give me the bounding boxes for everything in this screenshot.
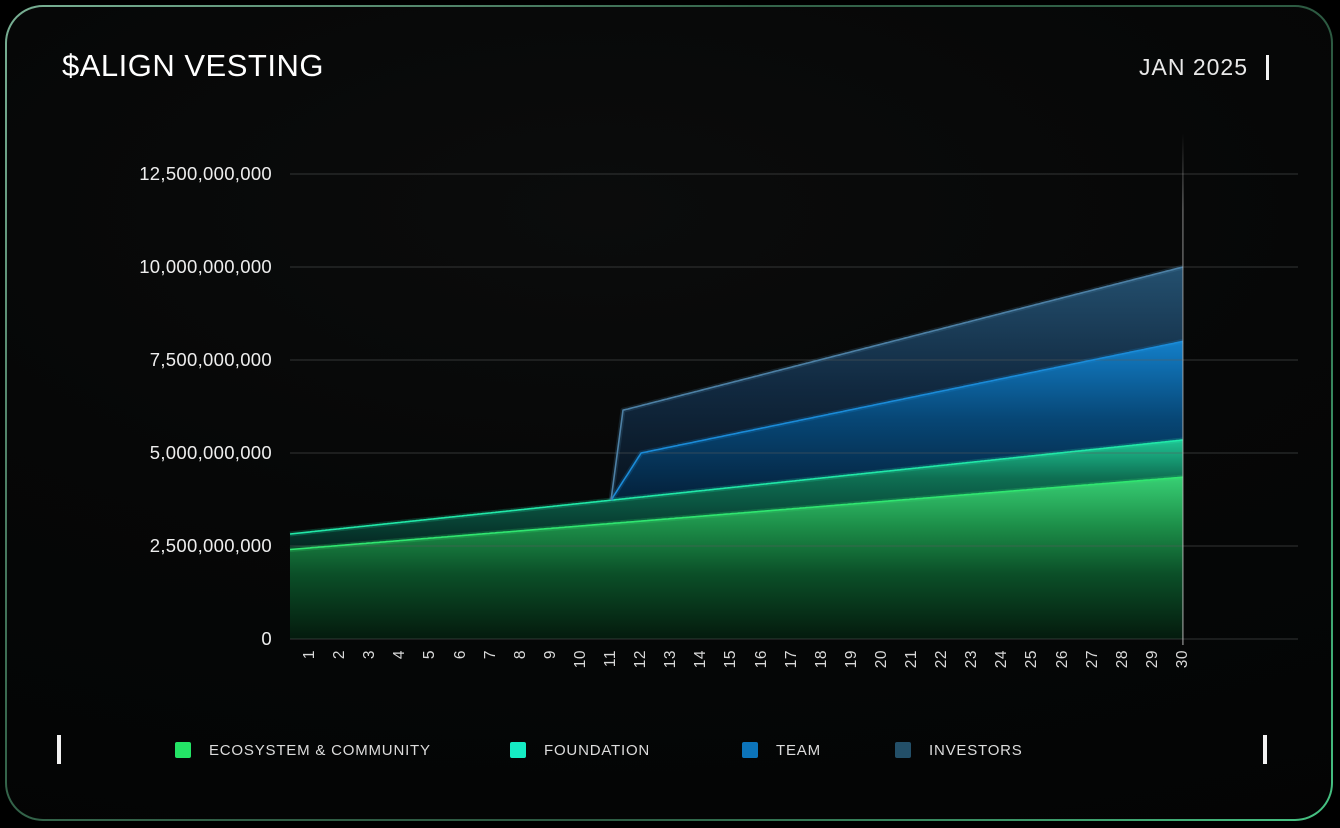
y-axis-label: 0 <box>261 628 272 649</box>
legend-item: INVESTORS <box>895 741 1023 759</box>
y-axis-label: 7,500,000,000 <box>149 349 272 370</box>
x-axis-tick-label: 20 <box>872 650 890 669</box>
x-axis-tick-label: 28 <box>1113 650 1131 669</box>
x-axis-tick-label: 25 <box>1023 650 1041 669</box>
x-axis-tick-label: 21 <box>903 650 920 669</box>
x-axis-tick-label: 5 <box>421 650 439 660</box>
x-axis-tick-label: 12 <box>632 650 650 669</box>
x-axis-tick-label: 10 <box>571 650 589 669</box>
x-axis-tick-label: 17 <box>782 650 800 669</box>
x-axis-tick-label: 8 <box>511 650 529 660</box>
y-axis-label: 2,500,000,000 <box>149 535 272 556</box>
y-axis-label: 10,000,000,000 <box>139 256 272 277</box>
x-axis-tick-label: 14 <box>692 650 710 669</box>
x-axis-tick-label: 26 <box>1053 650 1071 669</box>
x-axis-tick-label: 11 <box>602 650 619 668</box>
x-axis-tick-label: 6 <box>451 650 469 660</box>
legend-item: TEAM <box>742 741 821 759</box>
y-axis-label: 5,000,000,000 <box>149 442 272 463</box>
x-axis-tick-label: 22 <box>933 650 951 669</box>
date-label: JAN 2025 <box>1138 54 1248 80</box>
x-axis-tick-label: 13 <box>662 650 680 669</box>
x-axis-tick-label: 1 <box>301 650 318 660</box>
edge-ecosystem-community <box>289 476 1183 551</box>
x-axis-tick-label: 23 <box>963 650 981 669</box>
legend-label: TEAM <box>776 741 821 759</box>
legend-swatch <box>510 742 526 758</box>
legend-swatch <box>175 742 191 758</box>
legend-item: FOUNDATION <box>510 741 650 759</box>
x-axis-tick-label: 2 <box>331 650 349 660</box>
x-axis-tick-label: 15 <box>722 650 740 669</box>
edge-team <box>610 340 1184 501</box>
area-team <box>290 341 1183 534</box>
area-ecosystem-community <box>290 477 1183 639</box>
legend-accent-bar-right <box>1263 735 1267 764</box>
edge-foundation <box>289 439 1183 535</box>
x-axis-tick-label: 4 <box>391 650 409 660</box>
area-investors <box>290 267 1183 534</box>
x-axis-tick-label: 16 <box>752 650 770 669</box>
legend-swatch <box>742 742 758 758</box>
y-axis-label: 12,500,000,000 <box>139 163 272 184</box>
x-axis-tick-label: 27 <box>1083 650 1101 669</box>
legend-swatch <box>895 742 911 758</box>
legend-item: ECOSYSTEM & COMMUNITY <box>175 741 431 759</box>
x-axis-tick-label: 19 <box>842 650 860 669</box>
x-axis-tick-label: 30 <box>1173 650 1191 669</box>
x-axis-tick-label: 3 <box>361 650 379 660</box>
legend-label: FOUNDATION <box>544 741 651 759</box>
legend-accent-bar-left <box>57 735 61 764</box>
header-accent-bar <box>1266 55 1269 80</box>
edge-investors <box>610 266 1184 501</box>
x-axis-tick-label: 9 <box>541 650 559 660</box>
x-axis-tick-label: 7 <box>481 650 499 660</box>
legend-label: ECOSYSTEM & COMMUNITY <box>209 741 431 759</box>
area-foundation <box>290 440 1183 550</box>
x-axis-tick-label: 24 <box>993 650 1011 669</box>
x-axis-tick-label: 29 <box>1143 650 1161 669</box>
legend-label: INVESTORS <box>929 741 1023 759</box>
page-title: $ALIGN VESTING <box>62 48 324 83</box>
x-axis-tick-label: 18 <box>812 650 830 669</box>
